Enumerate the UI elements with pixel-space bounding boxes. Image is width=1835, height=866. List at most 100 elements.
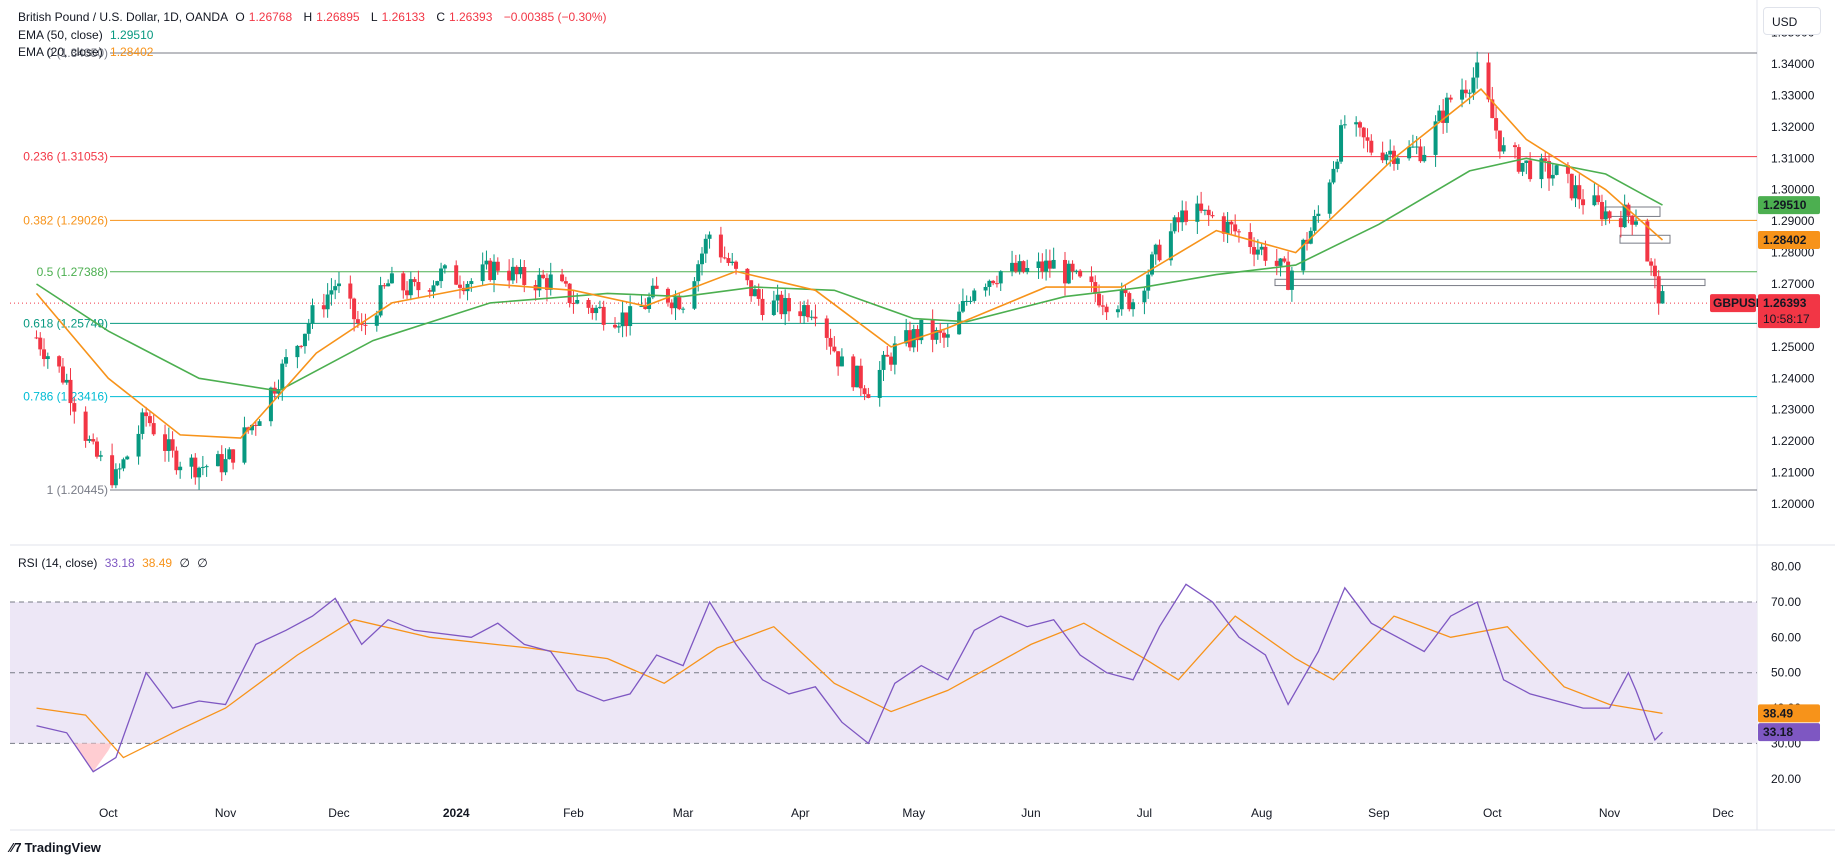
candle-body bbox=[1652, 265, 1657, 277]
price-tick-label: 1.27000 bbox=[1771, 277, 1815, 291]
candle-body bbox=[960, 301, 965, 312]
candle-body bbox=[147, 416, 152, 424]
candle-body bbox=[1384, 154, 1389, 161]
candle-body bbox=[1335, 161, 1340, 169]
low-label: L bbox=[370, 10, 378, 24]
candle-body bbox=[250, 424, 255, 431]
candle-body bbox=[1414, 146, 1419, 148]
ema20-line bbox=[35, 88, 1664, 439]
candle-body bbox=[64, 379, 69, 383]
change-value: −0.00385 (−0.30%) bbox=[503, 10, 607, 24]
rsi-ma-value: 38.49 bbox=[142, 556, 173, 570]
candle-body bbox=[828, 337, 833, 347]
ema20-legend[interactable]: EMA (20, close) 1.28402 bbox=[18, 44, 157, 60]
candle-body bbox=[374, 315, 379, 326]
candle-body bbox=[204, 466, 209, 468]
candle-body bbox=[170, 439, 175, 451]
open-value: 1.26768 bbox=[248, 10, 293, 24]
candle-body bbox=[1089, 276, 1094, 283]
rsi-tick-label: 80.00 bbox=[1771, 560, 1801, 574]
candle-body bbox=[1259, 246, 1264, 250]
candle-body bbox=[1649, 261, 1654, 266]
range-box bbox=[1619, 234, 1671, 244]
candle-body bbox=[1633, 221, 1638, 225]
ema50-value: 1.29510 bbox=[110, 28, 154, 42]
candle-body bbox=[1471, 77, 1476, 93]
candle-body bbox=[1630, 215, 1635, 225]
candle-body bbox=[718, 234, 723, 258]
candle-body bbox=[628, 306, 633, 327]
candle-body bbox=[1044, 260, 1049, 272]
candle-body bbox=[113, 469, 118, 486]
candle-body bbox=[881, 354, 886, 370]
candle-body bbox=[231, 449, 236, 463]
candle-body bbox=[1475, 62, 1480, 78]
close-label: C bbox=[436, 10, 445, 24]
candle-body bbox=[257, 421, 262, 426]
open-label: O bbox=[235, 10, 245, 24]
candle-body bbox=[83, 411, 88, 441]
candle-body bbox=[68, 379, 73, 404]
fib-level-label: 0.236 (1.31053) bbox=[23, 150, 108, 164]
candle-body bbox=[904, 330, 909, 344]
candle-body bbox=[1172, 217, 1177, 232]
candle-body bbox=[647, 297, 652, 309]
candle-body bbox=[1645, 221, 1650, 262]
time-tick-label: Jul bbox=[1137, 806, 1152, 820]
candle-body bbox=[1490, 99, 1495, 119]
symbol-tag: GBPUSD bbox=[1713, 296, 1765, 310]
currency-button[interactable]: USD bbox=[1763, 7, 1821, 35]
candle-body bbox=[930, 319, 935, 340]
candle-body bbox=[586, 299, 591, 308]
candle-body bbox=[174, 450, 179, 471]
candle-body bbox=[435, 281, 440, 286]
candle-body bbox=[1660, 291, 1665, 304]
candle-body bbox=[669, 302, 674, 309]
low-value: 1.26133 bbox=[381, 10, 425, 24]
candle-body bbox=[1395, 158, 1400, 164]
candle-body bbox=[987, 280, 992, 287]
candle-body bbox=[560, 274, 565, 282]
candle-body bbox=[1622, 204, 1627, 228]
candle-body bbox=[1554, 165, 1559, 175]
candle-body bbox=[416, 281, 421, 291]
candle-body bbox=[1225, 221, 1230, 234]
fib-level-label: 0.382 (1.29026) bbox=[23, 213, 108, 227]
candle-body bbox=[1497, 130, 1502, 152]
rsi-ma-tag: 38.49 bbox=[1763, 706, 1793, 720]
ema50-legend[interactable]: EMA (50, close) 1.29510 bbox=[18, 27, 157, 43]
candle-body bbox=[1460, 89, 1465, 100]
candle-body bbox=[681, 308, 686, 310]
ema20-value: 1.28402 bbox=[110, 45, 154, 59]
candle-body bbox=[306, 323, 311, 334]
candle-body bbox=[518, 267, 523, 275]
candle-body bbox=[1365, 137, 1370, 141]
candle-body bbox=[1036, 261, 1041, 268]
candle-body bbox=[998, 271, 1003, 284]
candle-body bbox=[786, 298, 791, 312]
candle-body bbox=[730, 261, 735, 263]
candle-body bbox=[892, 343, 897, 365]
candle-body bbox=[1357, 122, 1362, 128]
candle-body bbox=[87, 439, 92, 441]
candle-body bbox=[1176, 217, 1181, 223]
candle-body bbox=[1047, 260, 1052, 269]
candle-body bbox=[1433, 121, 1438, 155]
rsi-tick-label: 70.00 bbox=[1771, 595, 1801, 609]
candle-body bbox=[1202, 209, 1207, 211]
candle-body bbox=[1021, 261, 1026, 272]
candle-body bbox=[1149, 254, 1154, 275]
rsi-legend[interactable]: RSI (14, close) 33.18 38.49 ∅ ∅ bbox=[18, 555, 212, 571]
candle-body bbox=[386, 283, 391, 287]
candle-body bbox=[934, 329, 939, 340]
candle-body bbox=[125, 456, 130, 460]
price-tick-label: 1.33000 bbox=[1771, 88, 1815, 102]
candle-body bbox=[1282, 258, 1287, 262]
candle-body bbox=[1104, 306, 1109, 313]
candle-body bbox=[624, 312, 629, 327]
candle-body bbox=[140, 412, 145, 434]
candle-body bbox=[352, 298, 357, 320]
time-tick-label: Sep bbox=[1368, 806, 1390, 820]
candle-body bbox=[389, 273, 394, 284]
